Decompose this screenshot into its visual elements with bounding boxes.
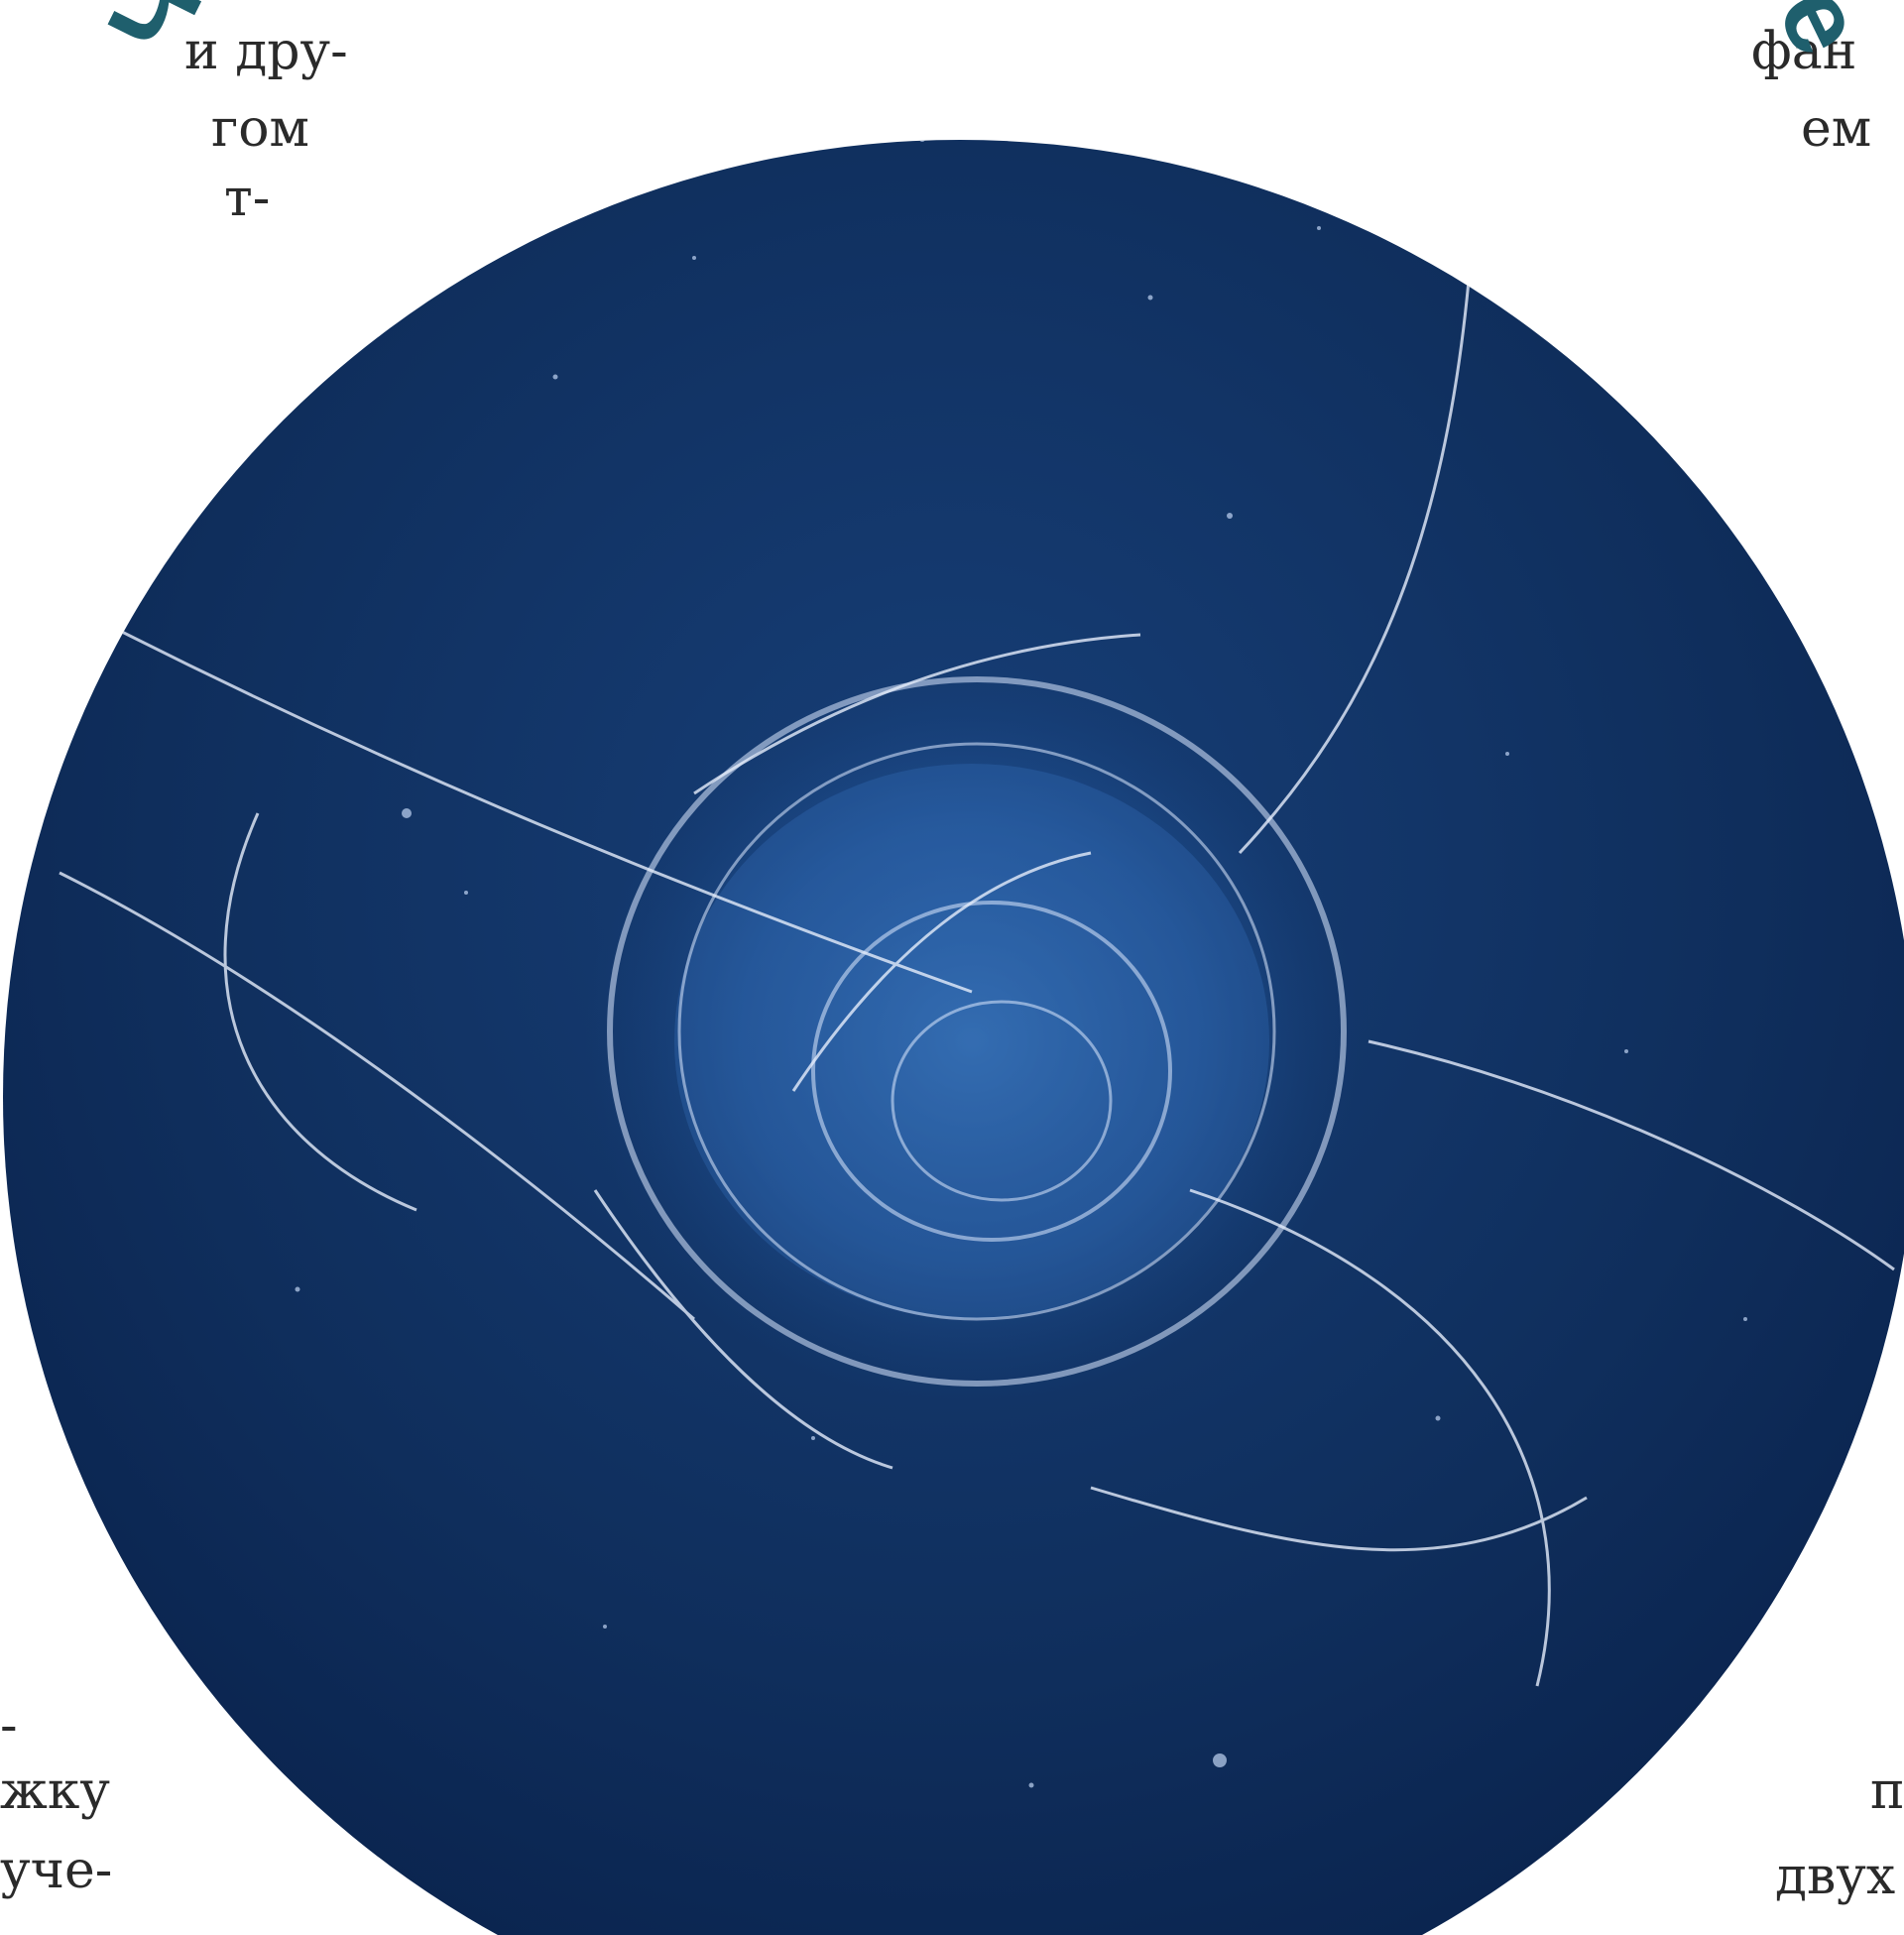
text-fragment: - [0, 1696, 18, 1755]
text-fragment: ем [1801, 99, 1872, 159]
text-fragment: фан [1751, 22, 1857, 81]
text-fragment: двух [1775, 1847, 1896, 1906]
jellyfish-tentacles [59, 140, 1895, 1687]
text-fragment: уче- [0, 1841, 113, 1900]
text-fragment: жку [0, 1761, 110, 1821]
text-fragment: и дру- [184, 22, 348, 81]
text-fragment: т- [224, 169, 271, 228]
page-title: Чем дальше от берега, тем загадочнее [84, 0, 1890, 72]
text-fragment: п [1870, 1761, 1904, 1821]
particles [295, 140, 1767, 1788]
text-fragment: гом [211, 99, 309, 159]
jellyfish-canals [607, 676, 1347, 1387]
